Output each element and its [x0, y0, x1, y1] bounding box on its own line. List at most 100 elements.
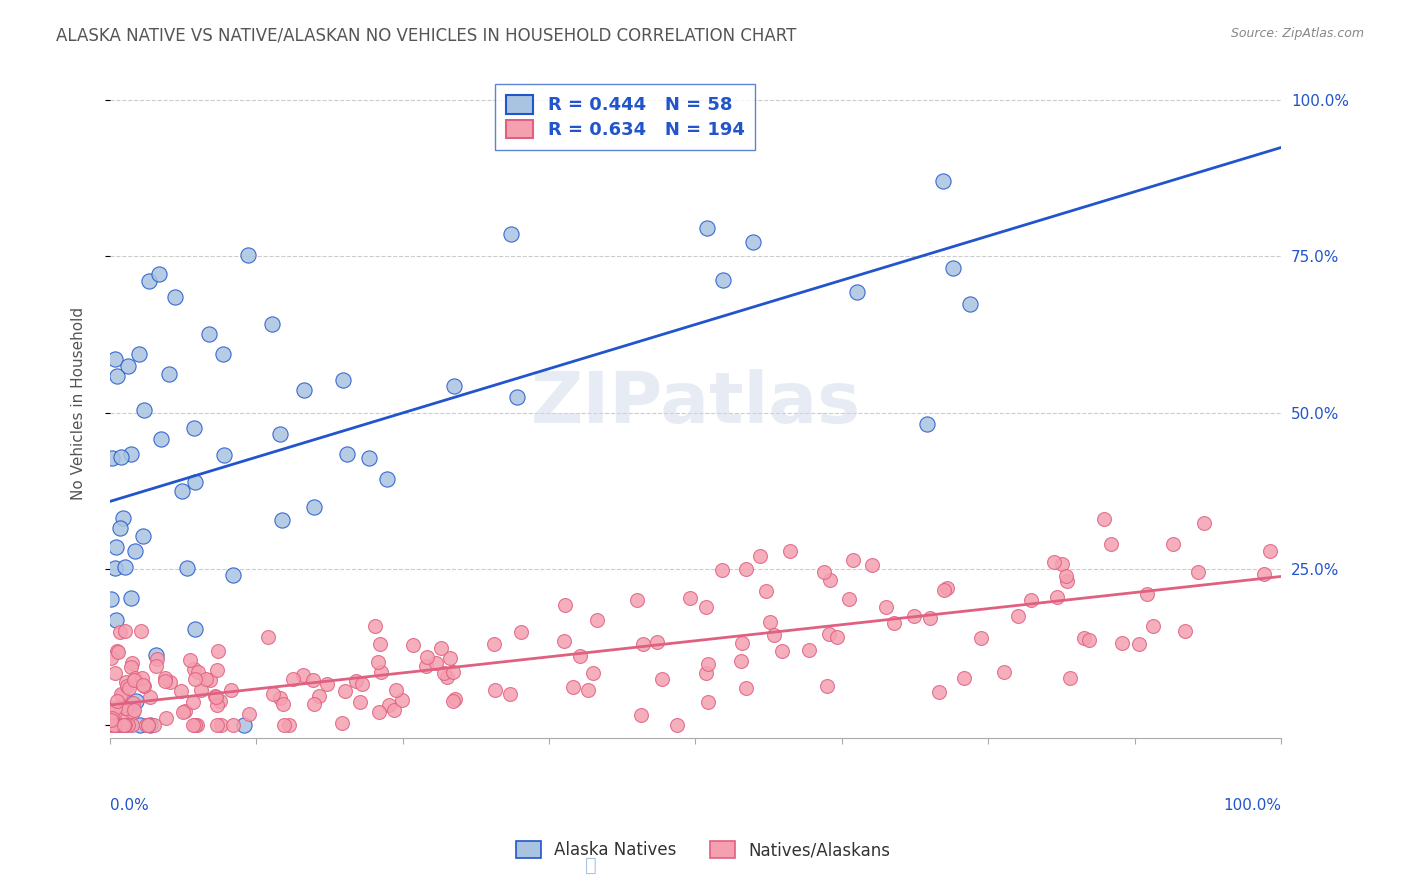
- Point: [915, 417, 938, 432]
- Point: [797, 643, 820, 657]
- Point: [183, 662, 205, 676]
- Point: [186, 717, 208, 731]
- Point: [416, 649, 439, 664]
- Point: [105, 694, 128, 708]
- Point: [576, 683, 599, 698]
- Text: 0.0%: 0.0%: [110, 798, 149, 813]
- Point: [110, 714, 132, 728]
- Point: [292, 667, 315, 681]
- Point: [815, 679, 838, 693]
- Point: [209, 718, 232, 732]
- Point: [198, 673, 221, 688]
- Point: [155, 711, 177, 725]
- Point: [484, 682, 506, 697]
- Point: [100, 714, 122, 728]
- Point: [352, 677, 374, 691]
- Point: [110, 687, 132, 701]
- Point: [269, 427, 291, 442]
- Point: [1187, 566, 1209, 580]
- Point: [207, 644, 229, 658]
- Point: [302, 697, 325, 711]
- Point: [107, 718, 129, 732]
- Point: [841, 552, 863, 566]
- Point: [633, 637, 655, 651]
- Point: [1258, 543, 1281, 558]
- Point: [1253, 567, 1275, 582]
- Point: [212, 448, 235, 462]
- Point: [762, 627, 785, 641]
- Point: [316, 676, 339, 690]
- Text: ALASKA NATIVE VS NATIVE/ALASKAN NO VEHICLES IN HOUSEHOLD CORRELATION CHART: ALASKA NATIVE VS NATIVE/ALASKAN NO VEHIC…: [56, 27, 797, 45]
- Point: [554, 598, 576, 612]
- Point: [101, 718, 124, 732]
- Point: [509, 624, 531, 639]
- Point: [108, 624, 131, 639]
- Point: [561, 680, 583, 694]
- Point: [135, 718, 157, 732]
- Point: [124, 694, 146, 708]
- Point: [378, 698, 401, 713]
- Point: [190, 682, 212, 697]
- Point: [238, 707, 260, 722]
- Point: [101, 711, 124, 725]
- Point: [1111, 636, 1133, 650]
- Point: [931, 174, 953, 188]
- Point: [375, 472, 398, 486]
- Point: [121, 656, 143, 670]
- Point: [391, 692, 413, 706]
- Point: [104, 701, 127, 715]
- Point: [104, 666, 127, 681]
- Point: [117, 718, 139, 732]
- Point: [330, 716, 353, 731]
- Point: [349, 695, 371, 709]
- Point: [696, 695, 718, 709]
- Point: [198, 326, 221, 341]
- Point: [1007, 609, 1029, 624]
- Point: [1054, 569, 1077, 583]
- Point: [138, 274, 160, 288]
- Point: [122, 696, 145, 710]
- Legend: Alaska Natives, Natives/Alaskans: Alaska Natives, Natives/Alaskans: [509, 834, 897, 866]
- Point: [734, 562, 756, 576]
- Point: [758, 615, 780, 630]
- Text: Source: ZipAtlas.com: Source: ZipAtlas.com: [1230, 27, 1364, 40]
- Point: [484, 637, 506, 651]
- Point: [111, 718, 134, 732]
- Point: [932, 582, 955, 597]
- Point: [553, 633, 575, 648]
- Point: [146, 652, 169, 666]
- Point: [262, 687, 284, 701]
- Point: [124, 543, 146, 558]
- Point: [678, 591, 700, 606]
- Point: [1174, 624, 1197, 638]
- Point: [935, 581, 957, 595]
- Point: [181, 695, 204, 709]
- Point: [875, 600, 897, 615]
- Point: [430, 640, 453, 655]
- Point: [730, 654, 752, 668]
- Point: [176, 561, 198, 575]
- Point: [184, 475, 207, 489]
- Point: [120, 591, 142, 605]
- Point: [107, 718, 129, 732]
- Point: [104, 561, 127, 575]
- Point: [292, 383, 315, 397]
- Point: [207, 718, 229, 732]
- Point: [159, 675, 181, 690]
- Point: [860, 558, 883, 572]
- Point: [108, 521, 131, 535]
- Point: [499, 227, 522, 241]
- Point: [103, 718, 125, 732]
- Point: [112, 718, 135, 732]
- Point: [207, 663, 229, 677]
- Point: [697, 657, 720, 672]
- Point: [695, 600, 717, 615]
- Point: [219, 683, 242, 698]
- Point: [269, 691, 291, 706]
- Point: [1194, 516, 1216, 530]
- Point: [813, 566, 835, 580]
- Point: [1073, 632, 1095, 646]
- Point: [385, 682, 408, 697]
- Text: ZIPatlas: ZIPatlas: [530, 368, 860, 438]
- Point: [105, 540, 128, 554]
